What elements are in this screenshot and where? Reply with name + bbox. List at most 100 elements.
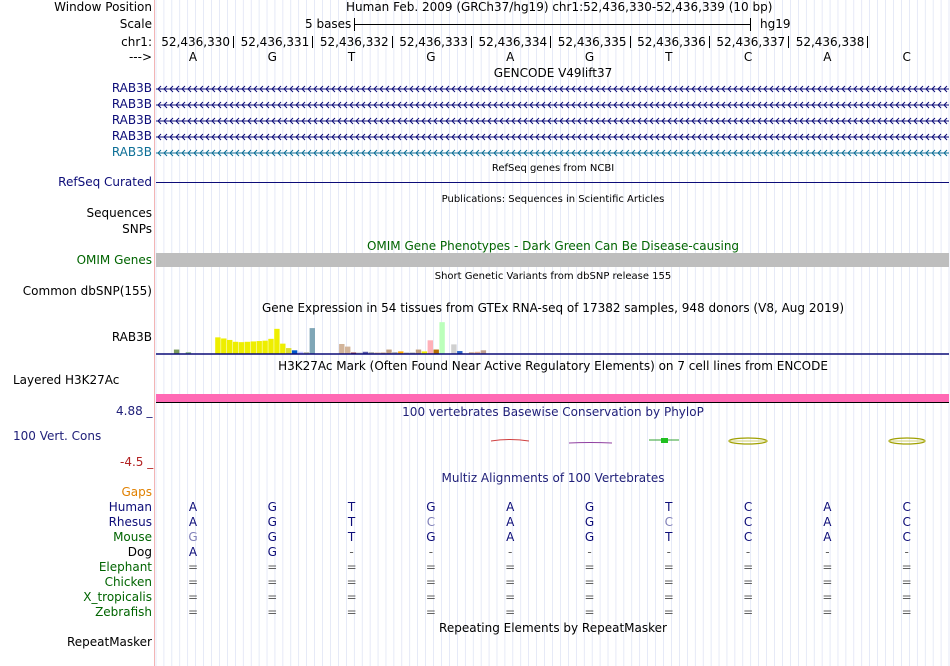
refseq-track-label[interactable]: RefSeq Curated [0,175,152,190]
multiz-aligned-base: = [822,560,833,574]
reference-base: A [823,50,832,64]
gtex-tissue-bar [244,341,251,354]
multiz-species-label[interactable]: Rhesus [108,515,152,529]
refseq-label-text: RefSeq Curated [58,175,152,189]
reference-base: A [188,50,198,64]
multiz-species-label[interactable]: Chicken [104,575,152,589]
gencode-transcript-label[interactable]: RAB3B [111,129,152,143]
repeatmasker-track-label[interactable]: RepeatMasker [66,635,152,649]
multiz-aligned-base: T [347,500,356,514]
multiz-species-label[interactable]: Zebrafish [95,605,152,619]
publications-snps-label[interactable]: SNPs [122,222,152,236]
phylop-min-label: -4.5 _ [120,455,154,469]
multiz-aligned-base: T [665,500,673,514]
refseq-track-title[interactable]: RefSeq genes from NCBI [491,163,615,174]
gencode-transcript-feature[interactable] [156,84,950,94]
h3k27ac-track-label[interactable]: Layered H3K27Ac [13,373,120,387]
repeatmasker-track-title[interactable]: Repeating Elements by RepeatMasker [439,621,667,635]
ruler-tick [867,36,869,48]
multiz-aligned-base: = [743,605,754,619]
multiz-aligned-base: G [188,530,198,544]
multiz-aligned-base: C [743,530,753,544]
ruler-tick [550,36,552,48]
multiz-aligned-base: = [267,605,278,619]
ruler-position: 52,436,337 [716,35,786,49]
publications-track-title[interactable]: Publications: Sequences in Scientific Ar… [441,194,665,205]
gencode-track-title[interactable]: GENCODE V49lift37 [493,66,613,80]
multiz-aligned-base: A [188,545,198,559]
ruler-position: 52,436,338 [795,35,865,49]
reference-base: G [267,50,277,64]
gencode-transcript-label[interactable]: RAB3B [111,81,152,95]
multiz-aligned-base: = [822,575,833,589]
phylop-track-label[interactable]: 100 Vert. Cons [13,429,102,443]
multiz-aligned-base: = [822,590,833,604]
reference-base: C [902,50,911,64]
gencode-strand-chevrons [157,85,948,93]
h3k27ac-signal[interactable] [156,394,949,402]
gencode-transcript-feature[interactable] [156,116,950,126]
multiz-aligned-base: = [901,605,912,619]
multiz-aligned-base: = [584,575,595,589]
multiz-species-label[interactable]: Human [108,500,152,514]
multiz-aligned-base: = [505,590,516,604]
gencode-transcript-label[interactable]: RAB3B [111,97,152,111]
phylop-track-title[interactable]: 100 vertebrates Basewise Conservation by… [402,405,704,419]
ruler-position: 52,436,331 [240,35,310,49]
gtex-track-title[interactable]: Gene Expression in 54 tissues from GTEx … [261,301,845,315]
gaps-label[interactable]: Gaps [121,485,152,499]
ruler-tick [312,36,314,48]
multiz-species-label[interactable]: Dog [127,545,152,559]
gencode-strand-chevrons [157,117,948,125]
multiz-aligned-base: = [346,605,357,619]
multiz-aligned-base: = [822,605,833,619]
publications-sequences-label[interactable]: Sequences [86,206,152,220]
multiz-aligned-base: T [347,515,356,529]
omim-track-label[interactable]: OMIM Genes [76,253,152,267]
gtex-tissue-bar [386,349,392,354]
multiz-species-label[interactable]: Elephant [98,560,152,574]
gencode-transcript-feature[interactable] [156,148,950,158]
multiz-aligned-base: = [187,560,199,574]
gtex-tissue-bar [268,338,274,354]
refseq-gene-line[interactable] [156,182,949,183]
gtex-tissue-bar [415,349,422,354]
gtex-bar-chart[interactable] [156,316,950,356]
multiz-aligned-base: - [349,545,354,559]
dbsnp-track-title[interactable]: Short Genetic Variants from dbSNP releas… [434,271,672,282]
multiz-species-label[interactable]: X_tropicalis [83,590,152,604]
multiz-aligned-base: = [901,590,912,604]
gencode-transcript-feature[interactable] [156,132,950,142]
strand-label: ---> [128,50,152,64]
gencode-transcript-label[interactable]: RAB3B [111,113,152,127]
multiz-aligned-base: G [426,500,436,514]
scale-db-label: hg19 [760,17,791,31]
omim-track-title[interactable]: OMIM Gene Phenotypes - Dark Green Can Be… [366,239,740,253]
omim-gene-bar[interactable] [156,253,949,267]
multiz-aligned-base: = [663,575,674,589]
h3k27ac-track-title[interactable]: H3K27Ac Mark (Often Found Near Active Re… [278,359,828,373]
multiz-aligned-base: C [664,515,673,529]
ruler-tick [391,36,393,48]
gencode-transcript-feature[interactable] [156,100,950,110]
multiz-aligned-base: A [823,500,832,514]
multiz-aligned-base: - [587,545,592,559]
gtex-tissue-bar [433,349,439,354]
multiz-aligned-base: = [187,590,199,604]
multiz-aligned-base: - [904,545,909,559]
gtex-tissue-bar [345,346,351,354]
multiz-aligned-base: = [901,575,912,589]
multiz-aligned-base: = [267,590,278,604]
window-position-value[interactable]: Human Feb. 2009 (GRCh37/hg19) chr1:52,43… [346,0,773,14]
gtex-tissue-bar [221,338,227,354]
gtex-tissue-bar [439,322,445,354]
dbsnp-track-label[interactable]: Common dbSNP(155) [22,284,152,298]
multiz-track-title[interactable]: Multiz Alignments of 100 Vertebrates [441,471,665,485]
gtex-tissue-bar [262,340,268,354]
phylop-conservation-plot[interactable] [156,421,950,461]
gtex-track-label[interactable]: RAB3B [111,330,152,344]
multiz-species-label[interactable]: Mouse [113,530,152,544]
multiz-aligned-base: - [825,545,830,559]
gencode-transcript-label[interactable]: RAB3B [111,145,152,159]
multiz-aligned-base: = [267,560,278,574]
